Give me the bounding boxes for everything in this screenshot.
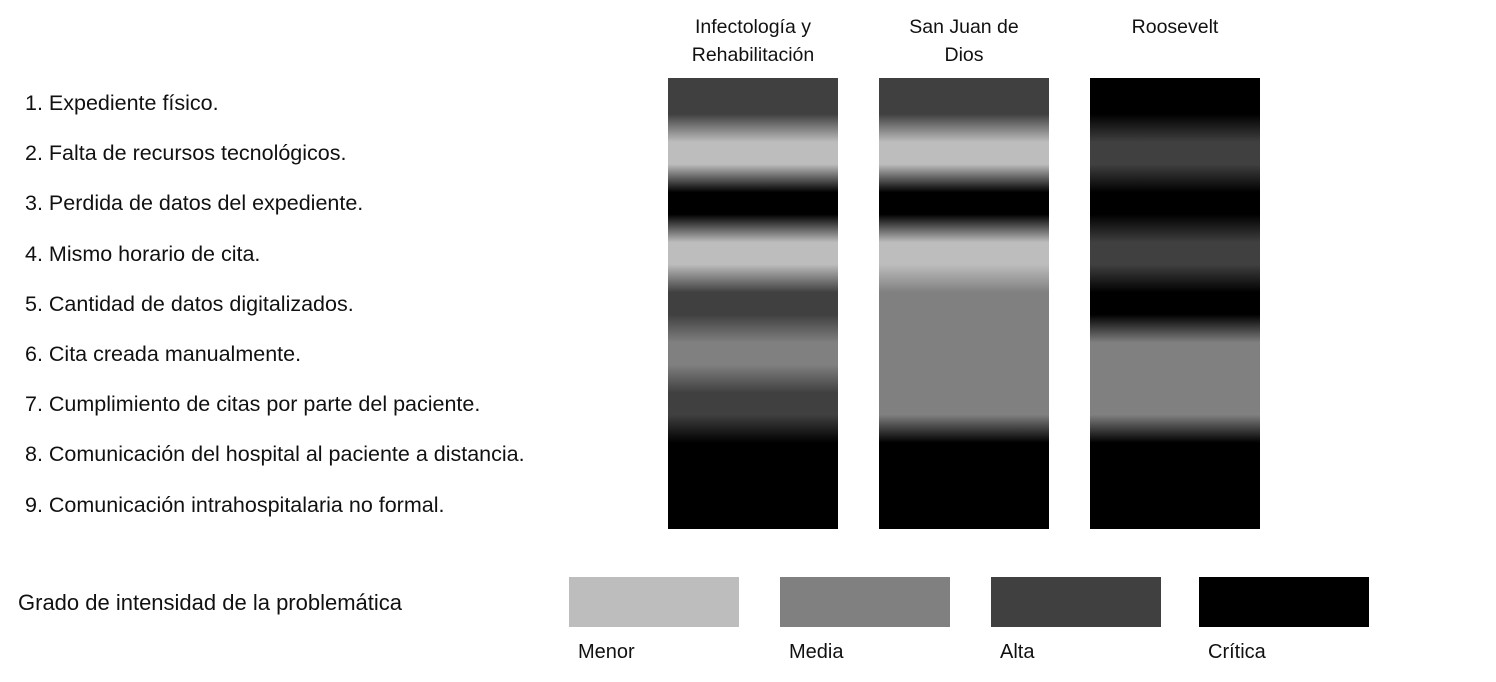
problem-item: 6. Cita creada manualmente. xyxy=(25,341,302,366)
legend-swatch xyxy=(569,577,739,627)
intensity-bar xyxy=(668,78,838,529)
problem-item: 5. Cantidad de datos digitalizados. xyxy=(25,291,354,316)
problem-item: 9. Comunicación intrahospitalaria no for… xyxy=(25,492,445,517)
intensity-bar xyxy=(879,78,1049,529)
problem-item: 2. Falta de recursos tecnológicos. xyxy=(25,141,347,166)
legend-title: Grado de intensidad de la problemática xyxy=(18,590,403,615)
legend-swatch xyxy=(780,577,950,627)
intensity-bar xyxy=(1090,78,1260,529)
problem-item: 1. Expediente físico. xyxy=(25,91,219,115)
legend-swatch xyxy=(991,577,1161,627)
hospital-title: Roosevelt xyxy=(1131,16,1219,38)
problem-item: 4. Mismo horario de cita. xyxy=(25,241,261,266)
problem-item: 8. Comunicación del hospital al paciente… xyxy=(25,442,525,467)
problem-item: 7. Cumplimiento de citas por parte del p… xyxy=(25,392,481,417)
problem-list: 1. Expediente físico. 2. Falta de recurso… xyxy=(25,84,525,536)
legend-label: Alta xyxy=(1000,641,1035,663)
hospital-title: San Juan de Dios xyxy=(909,16,1019,66)
legend-label: Crítica xyxy=(1208,641,1266,663)
problem-item: 3. Perdida de datos del expediente. xyxy=(25,191,364,216)
hospital-title: Infectología y Rehabilitación xyxy=(691,16,815,66)
legend-swatch xyxy=(1199,577,1369,627)
legend-label: Media xyxy=(789,641,844,663)
legend-label: Menor xyxy=(578,641,635,663)
